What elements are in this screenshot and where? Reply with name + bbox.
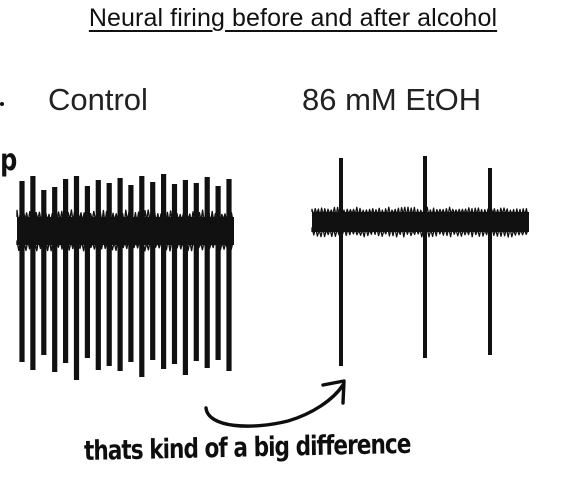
control-spike (215, 186, 221, 360)
control-spike (41, 190, 47, 355)
margin-letter: p (0, 143, 18, 178)
control-spike (84, 186, 90, 358)
control-spike (139, 176, 145, 377)
slide-title: Neural firing before and after alcohol (88, 4, 498, 32)
control-spike (171, 184, 178, 364)
control-spike (150, 182, 156, 360)
control-spike (226, 179, 232, 371)
control-spike (106, 183, 112, 366)
control-trace (16, 174, 234, 380)
etoh-spike (423, 156, 427, 358)
control-spike (73, 176, 80, 380)
control-spike (204, 177, 210, 368)
control-spike (95, 180, 101, 370)
control-spike (19, 181, 25, 362)
control-label: Control (48, 82, 148, 117)
etoh-trace (311, 156, 529, 366)
control-spike (161, 174, 167, 369)
control-spike (63, 179, 69, 363)
control-spike (52, 187, 58, 372)
etoh-spike (488, 168, 492, 355)
control-spike (117, 178, 123, 371)
etoh-label: 86 mM EtOH (302, 82, 482, 117)
etoh-spike (339, 158, 343, 366)
control-spike (182, 180, 188, 375)
control-spike (193, 183, 199, 361)
arrow-head (321, 379, 346, 405)
control-spike (30, 176, 36, 370)
margin-dot (0, 102, 4, 106)
control-spike (128, 185, 134, 362)
arrow-curve (204, 383, 345, 428)
